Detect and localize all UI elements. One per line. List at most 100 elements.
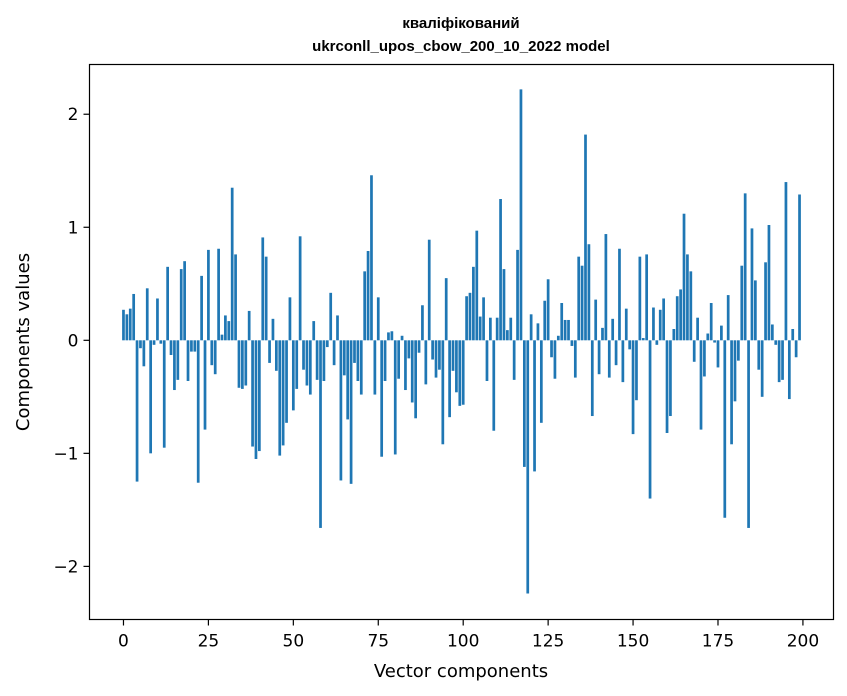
bar	[475, 230, 479, 341]
bar	[665, 340, 669, 433]
bar	[478, 316, 482, 341]
bar	[482, 297, 485, 341]
bar	[563, 319, 567, 341]
bar	[580, 265, 584, 341]
bar	[291, 340, 295, 411]
bar	[794, 340, 798, 358]
bar	[434, 340, 438, 378]
bar	[213, 340, 217, 375]
bar	[404, 340, 407, 391]
x-tick-label: 0	[118, 632, 129, 652]
bar	[590, 340, 594, 417]
bars-group	[122, 89, 801, 594]
bar	[720, 325, 723, 341]
bar	[237, 340, 241, 388]
bar	[703, 340, 706, 377]
bar	[536, 323, 540, 341]
bar	[526, 340, 530, 594]
bar	[495, 317, 499, 341]
bar	[760, 340, 764, 397]
bar	[529, 314, 533, 341]
bar	[791, 329, 795, 341]
bar	[254, 340, 258, 459]
bar	[159, 340, 163, 344]
bar	[274, 340, 278, 371]
x-tick-label: 175	[702, 632, 734, 652]
bar	[686, 254, 689, 341]
bar	[635, 340, 638, 401]
chart-title-line2: ukrconll_upos_cbow_200_10_2022 model	[312, 38, 610, 55]
bar	[397, 340, 401, 379]
bar	[424, 340, 428, 385]
bar	[339, 340, 343, 481]
bar	[754, 280, 757, 341]
bar	[607, 340, 611, 378]
bar	[757, 340, 761, 370]
bar	[492, 340, 496, 431]
bar	[689, 271, 693, 341]
bar	[512, 340, 516, 380]
bar	[784, 182, 788, 341]
bar	[166, 266, 169, 341]
bar	[448, 340, 451, 418]
bar	[319, 340, 322, 528]
y-tick-label: 1	[68, 218, 79, 238]
bar	[383, 340, 387, 381]
bar	[325, 340, 329, 348]
bar	[356, 340, 360, 381]
bar	[135, 340, 139, 482]
bar	[179, 269, 183, 341]
bar	[298, 236, 302, 341]
x-tick-label: 50	[283, 632, 305, 652]
bar	[244, 340, 248, 386]
bar	[336, 315, 339, 341]
bar	[268, 340, 271, 363]
plot-frame	[88, 63, 835, 621]
x-axis-ticks: 0 25 50 75 100 125 150 175 200	[118, 619, 819, 652]
bar	[152, 340, 156, 345]
bar	[400, 335, 404, 341]
bar	[332, 340, 336, 366]
bar	[509, 317, 513, 341]
bar	[346, 340, 350, 420]
bar	[203, 340, 207, 430]
bar	[380, 340, 384, 457]
bar	[241, 340, 244, 389]
bar	[631, 340, 635, 435]
bar	[577, 256, 581, 341]
y-tick-label: −1	[53, 444, 78, 464]
bar	[597, 340, 601, 375]
bar	[601, 327, 604, 341]
bar	[645, 254, 649, 341]
bar	[550, 340, 553, 358]
bar	[162, 340, 166, 448]
bar	[376, 297, 380, 341]
bar	[342, 340, 346, 376]
bar	[210, 340, 214, 366]
bar	[699, 340, 703, 430]
bar	[502, 269, 506, 341]
bar	[573, 340, 577, 378]
bar	[648, 340, 652, 499]
x-axis-label: Vector components	[374, 661, 548, 682]
bar	[730, 340, 733, 445]
bar	[349, 340, 353, 484]
bar	[774, 340, 778, 345]
x-tick-label: 25	[198, 632, 220, 652]
bar	[787, 340, 791, 400]
bar	[305, 340, 309, 386]
y-tick-label: −2	[53, 557, 78, 577]
x-tick-label: 125	[532, 632, 564, 652]
bar	[669, 340, 672, 417]
bar	[716, 340, 720, 368]
bar	[455, 340, 458, 393]
bar	[193, 340, 197, 352]
bar	[628, 340, 632, 350]
bar	[672, 329, 676, 341]
bar	[614, 340, 618, 366]
bar	[485, 340, 489, 381]
bar	[196, 340, 200, 483]
bar	[444, 278, 448, 341]
bar	[200, 275, 203, 341]
